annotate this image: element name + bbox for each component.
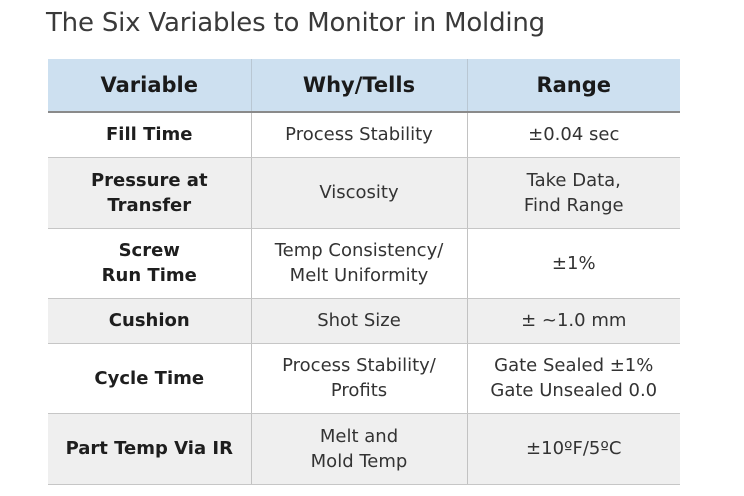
cell-line: ±0.04 sec — [528, 124, 620, 146]
cell-line: Profits — [330, 380, 388, 401]
cell-line: Gate Unsealed 0.0 — [490, 380, 658, 401]
cell-line: Run Time — [101, 265, 197, 286]
cell-line: Temp Consistency/ — [274, 240, 444, 261]
why-cell: Viscosity — [250, 157, 467, 229]
why-cell: Process Stability/ Profits — [250, 343, 467, 414]
cell-line: Shot Size — [317, 310, 401, 331]
cell-line: ± ~1.0 mm — [521, 310, 627, 331]
cell-line: Mold Temp — [310, 450, 408, 472]
cell-line: Transfer — [107, 194, 192, 216]
variable-cell: Screw Run Time — [48, 228, 251, 299]
variables-table: Variable Why/Tells Range Fill Time Proce… — [48, 59, 680, 485]
header-why-tells: Why/Tells — [250, 59, 467, 113]
table-header-row: Variable Why/Tells Range — [48, 59, 680, 113]
cell-line: ±1% — [551, 252, 596, 274]
variable-cell: Cushion — [48, 298, 251, 344]
header-range: Range — [466, 59, 680, 113]
cell-line: Find Range — [523, 194, 624, 216]
why-cell: Temp Consistency/ Melt Uniformity — [250, 228, 467, 299]
variable-cell: Pressure at Transfer — [48, 157, 251, 229]
cell-line: Fill Time — [106, 124, 193, 146]
variable-cell: Cycle Time — [48, 343, 251, 414]
range-cell: ±10ºF/5ºC — [466, 413, 680, 485]
table-row: Part Temp Via IR Melt and Mold Temp ±10º… — [48, 413, 680, 485]
range-cell: ±1% — [466, 228, 680, 299]
why-cell: Process Stability — [250, 112, 467, 158]
table-row: Screw Run Time Temp Consistency/ Melt Un… — [48, 228, 680, 299]
cell-line: Melt and — [319, 425, 399, 447]
table-row: Cycle Time Process Stability/ Profits Ga… — [48, 343, 680, 414]
cell-line: Screw — [118, 240, 180, 261]
cell-line: Process Stability — [285, 124, 433, 146]
range-cell: ± ~1.0 mm — [466, 298, 680, 344]
variable-cell: Fill Time — [48, 112, 251, 158]
table-row: Cushion Shot Size ± ~1.0 mm — [48, 298, 680, 344]
table-row: Pressure at Transfer Viscosity Take Data… — [48, 157, 680, 229]
header-variable: Variable — [48, 59, 251, 113]
cell-line: Viscosity — [319, 182, 399, 203]
range-cell: ±0.04 sec — [466, 112, 680, 158]
cell-line: Melt Uniformity — [289, 265, 429, 286]
cell-line: ±10ºF/5ºC — [526, 438, 622, 459]
range-cell: Gate Sealed ±1% Gate Unsealed 0.0 — [466, 343, 680, 414]
page-title: The Six Variables to Monitor in Molding — [46, 8, 545, 38]
cell-line: Cushion — [108, 310, 190, 331]
table-row: Fill Time Process Stability ±0.04 sec — [48, 112, 680, 158]
cell-line: Cycle Time — [94, 367, 205, 389]
cell-line: Process Stability/ — [282, 355, 436, 376]
why-cell: Melt and Mold Temp — [250, 413, 467, 485]
cell-line: Gate Sealed ±1% — [494, 355, 654, 376]
why-cell: Shot Size — [250, 298, 467, 344]
range-cell: Take Data, Find Range — [466, 157, 680, 229]
cell-line: Take Data, — [526, 169, 621, 191]
cell-line: Pressure at — [90, 169, 208, 191]
cell-line: Part Temp Via IR — [65, 438, 233, 459]
variable-cell: Part Temp Via IR — [48, 413, 251, 485]
